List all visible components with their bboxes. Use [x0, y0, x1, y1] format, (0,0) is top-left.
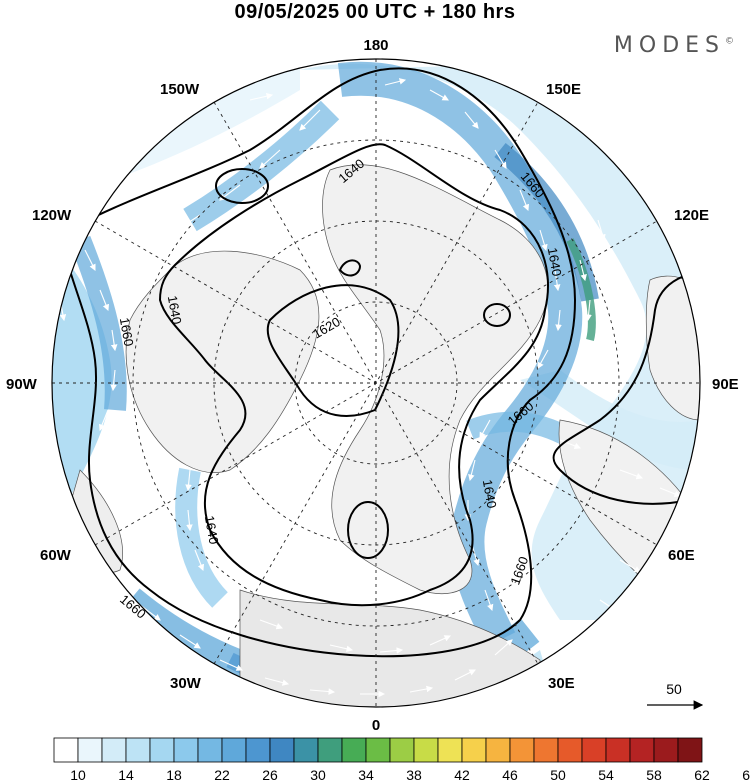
colorbar-tick-label: 62	[694, 767, 710, 782]
colorbar-swatch	[677, 737, 703, 763]
colorbar-swatch	[53, 737, 79, 763]
colorbar-swatch	[341, 737, 367, 763]
colorbar-swatch	[365, 737, 391, 763]
lon-label-180: 180	[363, 37, 388, 54]
colorbar-tick-label: 50	[550, 767, 566, 782]
colorbar-swatch	[389, 737, 415, 763]
map-border	[51, 58, 701, 708]
colorbar-swatch	[485, 737, 511, 763]
contour-label: 1640	[545, 246, 565, 277]
height-contours	[58, 67, 700, 658]
colorbar-tick-label: 10	[70, 767, 86, 782]
colorbar-swatch	[77, 737, 103, 763]
lon-label-30w: 30W	[170, 675, 202, 692]
colorbar-swatch	[581, 737, 607, 763]
contour-1640-main	[158, 143, 549, 607]
colorbar-tick-label: 46	[502, 767, 518, 782]
lon-label-0: 0	[372, 717, 380, 734]
colorbar: 10141822263034384246505458626670	[53, 737, 750, 782]
lon-label-150w: 150W	[160, 81, 200, 98]
colorbar-swatch	[461, 737, 487, 763]
colorbar-tick-label: 54	[598, 767, 614, 782]
colorbar-swatch	[197, 737, 223, 763]
colorbar-tick-label: 38	[406, 767, 422, 782]
contour-small-arctic	[338, 259, 362, 277]
lon-label-30e: 30E	[548, 675, 575, 692]
colorbar-tick-label: 14	[118, 767, 134, 782]
colorbar-tick-label: 22	[214, 767, 230, 782]
lon-label-60w: 60W	[40, 547, 72, 564]
reference-vector-label: 50	[666, 681, 682, 697]
colorbar-swatch	[533, 737, 559, 763]
contour-label: 1640	[480, 478, 500, 509]
brand-text: MODES	[613, 33, 725, 58]
wind-vectors	[59, 78, 682, 698]
colorbar-swatch	[629, 737, 655, 763]
brand-mark: ©	[725, 36, 734, 47]
colorbar-swatch	[317, 737, 343, 763]
contour-small-low	[483, 303, 511, 327]
colorbar-tick-label: 42	[454, 767, 470, 782]
contour-1660-main	[58, 67, 577, 658]
contour-closed-low	[215, 168, 269, 204]
colorbar-tick-label: 26	[262, 767, 278, 782]
lon-label-120e: 120E	[674, 207, 709, 224]
colorbar-swatch	[605, 737, 631, 763]
colorbar-swatch	[245, 737, 271, 763]
colorbar-swatch	[293, 737, 319, 763]
colorbar-swatch	[221, 737, 247, 763]
colorbar-swatch	[149, 737, 175, 763]
longitude-labels: 180 0 90W 90E 150W 120W 60W 30W 150E 120…	[6, 37, 739, 734]
colorbar-swatch	[509, 737, 535, 763]
colorbar-swatch	[437, 737, 463, 763]
colorbar-tick-label: 66	[742, 767, 750, 782]
lon-label-120w: 120W	[32, 207, 72, 224]
colorbar-swatch	[125, 737, 151, 763]
contour-label: 1640	[202, 514, 222, 545]
modes-logo: MODES©	[614, 33, 734, 58]
contour-1620	[266, 284, 400, 417]
colorbar-tick-label: 18	[166, 767, 182, 782]
colorbar-tick-label: 30	[310, 767, 326, 782]
colorbar-tick-label: 34	[358, 767, 374, 782]
graticule	[52, 59, 700, 707]
colorbar-tick-label: 58	[646, 767, 662, 782]
contour-label: 1660	[117, 316, 137, 347]
colorbar-swatch	[557, 737, 583, 763]
contour-closed-europe	[347, 501, 389, 559]
colorbar-swatch	[653, 737, 679, 763]
colorbar-swatch	[173, 737, 199, 763]
lon-label-90e: 90E	[712, 376, 739, 393]
lon-label-60e: 60E	[668, 547, 695, 564]
contour-label: 1640	[165, 294, 185, 325]
colorbar-swatch	[101, 737, 127, 763]
lon-label-150e: 150E	[546, 81, 581, 98]
colorbar-swatch	[269, 737, 295, 763]
lon-label-90w: 90W	[6, 376, 38, 393]
contour-1660-east	[552, 269, 700, 505]
map-title: 09/05/2025 00 UTC + 180 hrs	[234, 1, 516, 23]
colorbar-swatch	[413, 737, 439, 763]
reference-vector: 50	[647, 681, 704, 710]
